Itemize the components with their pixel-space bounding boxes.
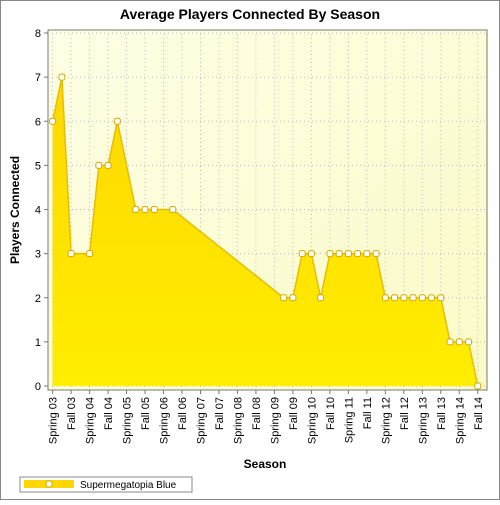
marker: [104, 161, 112, 169]
marker: [280, 294, 288, 302]
marker: [141, 206, 149, 213]
marker: [317, 294, 325, 302]
x-tick-label: Spring 06: [159, 397, 171, 444]
marker: [381, 294, 389, 302]
x-tick-label: Fall 11: [362, 397, 374, 429]
x-tick-label: Fall 09: [288, 397, 300, 430]
marker: [289, 294, 297, 302]
x-tick-label: Spring 09: [269, 397, 281, 444]
marker: [169, 206, 177, 213]
marker: [95, 161, 103, 169]
x-tick-label: Spring 08: [232, 397, 244, 444]
x-tick-label: Spring 10: [306, 397, 318, 444]
marker: [326, 250, 334, 258]
marker: [344, 250, 352, 258]
area: [52, 77, 478, 386]
x-tick-label: Spring 04: [85, 397, 97, 444]
x-tick-label: Fall 12: [399, 397, 411, 430]
plot-layer: 0 1 2 3 4 5 6 7 8 Spring 03 Fall 03 Spring 04 Fall 0…: [35, 28, 487, 444]
legend-marker: [45, 480, 53, 488]
x-tick-label: Fall 13: [436, 397, 448, 430]
x-tick-label: Fall 07: [214, 397, 226, 430]
marker: [400, 294, 408, 302]
x-tick-label: Fall 03: [66, 397, 78, 430]
marker: [391, 294, 399, 302]
marker: [363, 250, 371, 258]
x-tick-label: Spring 05: [122, 397, 134, 444]
x-tick-label: Spring 07: [195, 397, 207, 444]
x-tick-label: Fall 10: [325, 397, 337, 430]
y-axis-title: Players Connected: [8, 156, 22, 264]
marker: [428, 294, 436, 302]
marker: [354, 250, 362, 258]
x-tick-label: Fall 06: [177, 397, 189, 430]
marker: [132, 206, 140, 213]
marker: [465, 338, 473, 346]
marker: [418, 294, 426, 302]
x-tick-label: Fall 04: [103, 397, 115, 430]
x-axis-title: Season: [244, 457, 287, 471]
y-tick-label: 0: [35, 381, 41, 393]
marker: [113, 117, 121, 125]
marker: [437, 294, 445, 302]
x-tick-label: Spring 13: [417, 397, 429, 444]
x-tick-label: Fall 05: [140, 397, 152, 430]
y-tick-label: 2: [35, 293, 41, 305]
marker: [455, 338, 463, 346]
y-tick-label: 4: [35, 205, 41, 217]
x-tick-label: Fall 14: [473, 397, 485, 430]
marker: [298, 250, 306, 258]
y-tick-label: 3: [35, 249, 41, 261]
marker: [446, 338, 454, 346]
marker: [335, 250, 343, 258]
chart-title: Average Players Connected By Season: [120, 6, 380, 22]
marker: [474, 382, 482, 390]
marker: [307, 250, 315, 258]
y-tick-label: 1: [35, 337, 41, 349]
marker: [372, 250, 380, 258]
marker: [67, 250, 75, 258]
marker: [58, 73, 66, 81]
y-tick-label: 6: [35, 116, 41, 128]
marker: [150, 206, 158, 213]
marker: [86, 250, 94, 258]
x-tick-label: Fall 08: [251, 397, 263, 430]
legend: Supermegatopia Blue: [19, 476, 193, 493]
x-tick-label: Spring 11: [343, 397, 355, 443]
x-tick-label: Spring 12: [380, 397, 392, 444]
y-tick-label: 8: [35, 28, 41, 40]
marker: [409, 294, 417, 302]
y-tick-label: 7: [35, 72, 41, 84]
y-tick-label: 5: [35, 160, 41, 172]
x-tick-label: Spring 03: [48, 397, 60, 444]
marker: [49, 117, 57, 125]
legend-label: Supermegatopia Blue: [80, 480, 177, 491]
x-tick-label: Spring 14: [454, 397, 466, 444]
